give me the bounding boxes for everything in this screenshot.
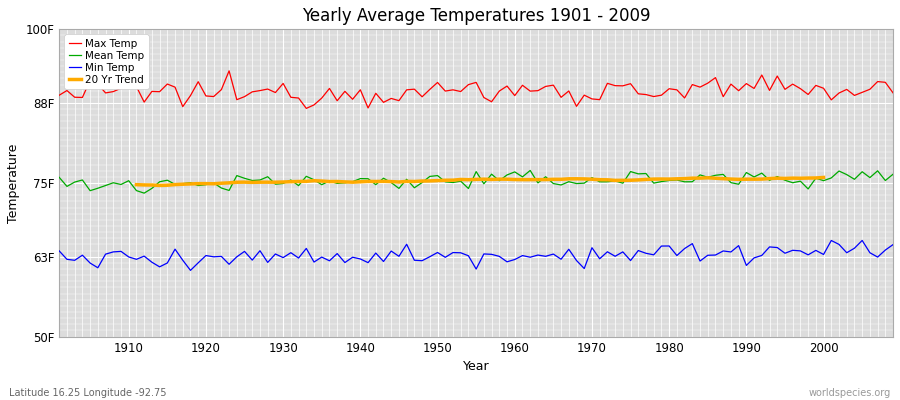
- Y-axis label: Temperature: Temperature: [7, 143, 20, 223]
- Text: worldspecies.org: worldspecies.org: [809, 388, 891, 398]
- Min Temp: [857, 238, 868, 243]
- Mean Temp: [54, 175, 65, 180]
- 20 Yr Trend: [617, 178, 628, 183]
- 20 Yr Trend: [725, 177, 736, 182]
- Line: Min Temp: Min Temp: [59, 240, 893, 270]
- Max Temp: [293, 96, 304, 100]
- Title: Yearly Average Temperatures 1901 - 2009: Yearly Average Temperatures 1901 - 2009: [302, 7, 651, 25]
- 20 Yr Trend: [818, 175, 829, 180]
- Max Temp: [347, 97, 358, 102]
- Max Temp: [115, 86, 126, 91]
- Min Temp: [115, 249, 126, 254]
- Mean Temp: [518, 174, 528, 179]
- Min Temp: [185, 268, 196, 273]
- Min Temp: [339, 260, 350, 265]
- Max Temp: [301, 106, 311, 111]
- Min Temp: [609, 254, 620, 259]
- Min Temp: [54, 248, 65, 253]
- 20 Yr Trend: [795, 176, 806, 181]
- Min Temp: [518, 253, 528, 258]
- Max Temp: [617, 84, 628, 88]
- Max Temp: [54, 93, 65, 98]
- Min Temp: [293, 256, 304, 260]
- 20 Yr Trend: [131, 182, 142, 187]
- 20 Yr Trend: [231, 180, 242, 185]
- 20 Yr Trend: [154, 183, 165, 188]
- 20 Yr Trend: [710, 176, 721, 181]
- Mean Temp: [509, 170, 520, 174]
- Mean Temp: [887, 172, 898, 177]
- Mean Temp: [617, 181, 628, 186]
- X-axis label: Year: Year: [463, 360, 490, 373]
- Mean Temp: [139, 191, 149, 196]
- Mean Temp: [115, 182, 126, 187]
- Legend: Max Temp, Mean Temp, Min Temp, 20 Yr Trend: Max Temp, Mean Temp, Min Temp, 20 Yr Tre…: [65, 34, 148, 89]
- Max Temp: [525, 89, 535, 94]
- Mean Temp: [525, 168, 535, 173]
- Line: Mean Temp: Mean Temp: [59, 170, 893, 193]
- Mean Temp: [339, 180, 350, 185]
- 20 Yr Trend: [347, 180, 358, 184]
- Max Temp: [887, 90, 898, 95]
- Min Temp: [509, 257, 520, 262]
- Line: 20 Yr Trend: 20 Yr Trend: [137, 178, 824, 186]
- Min Temp: [887, 242, 898, 247]
- Max Temp: [518, 83, 528, 88]
- Text: Latitude 16.25 Longitude -92.75: Latitude 16.25 Longitude -92.75: [9, 388, 166, 398]
- Line: Max Temp: Max Temp: [59, 71, 893, 108]
- Max Temp: [224, 68, 235, 73]
- Mean Temp: [293, 183, 304, 188]
